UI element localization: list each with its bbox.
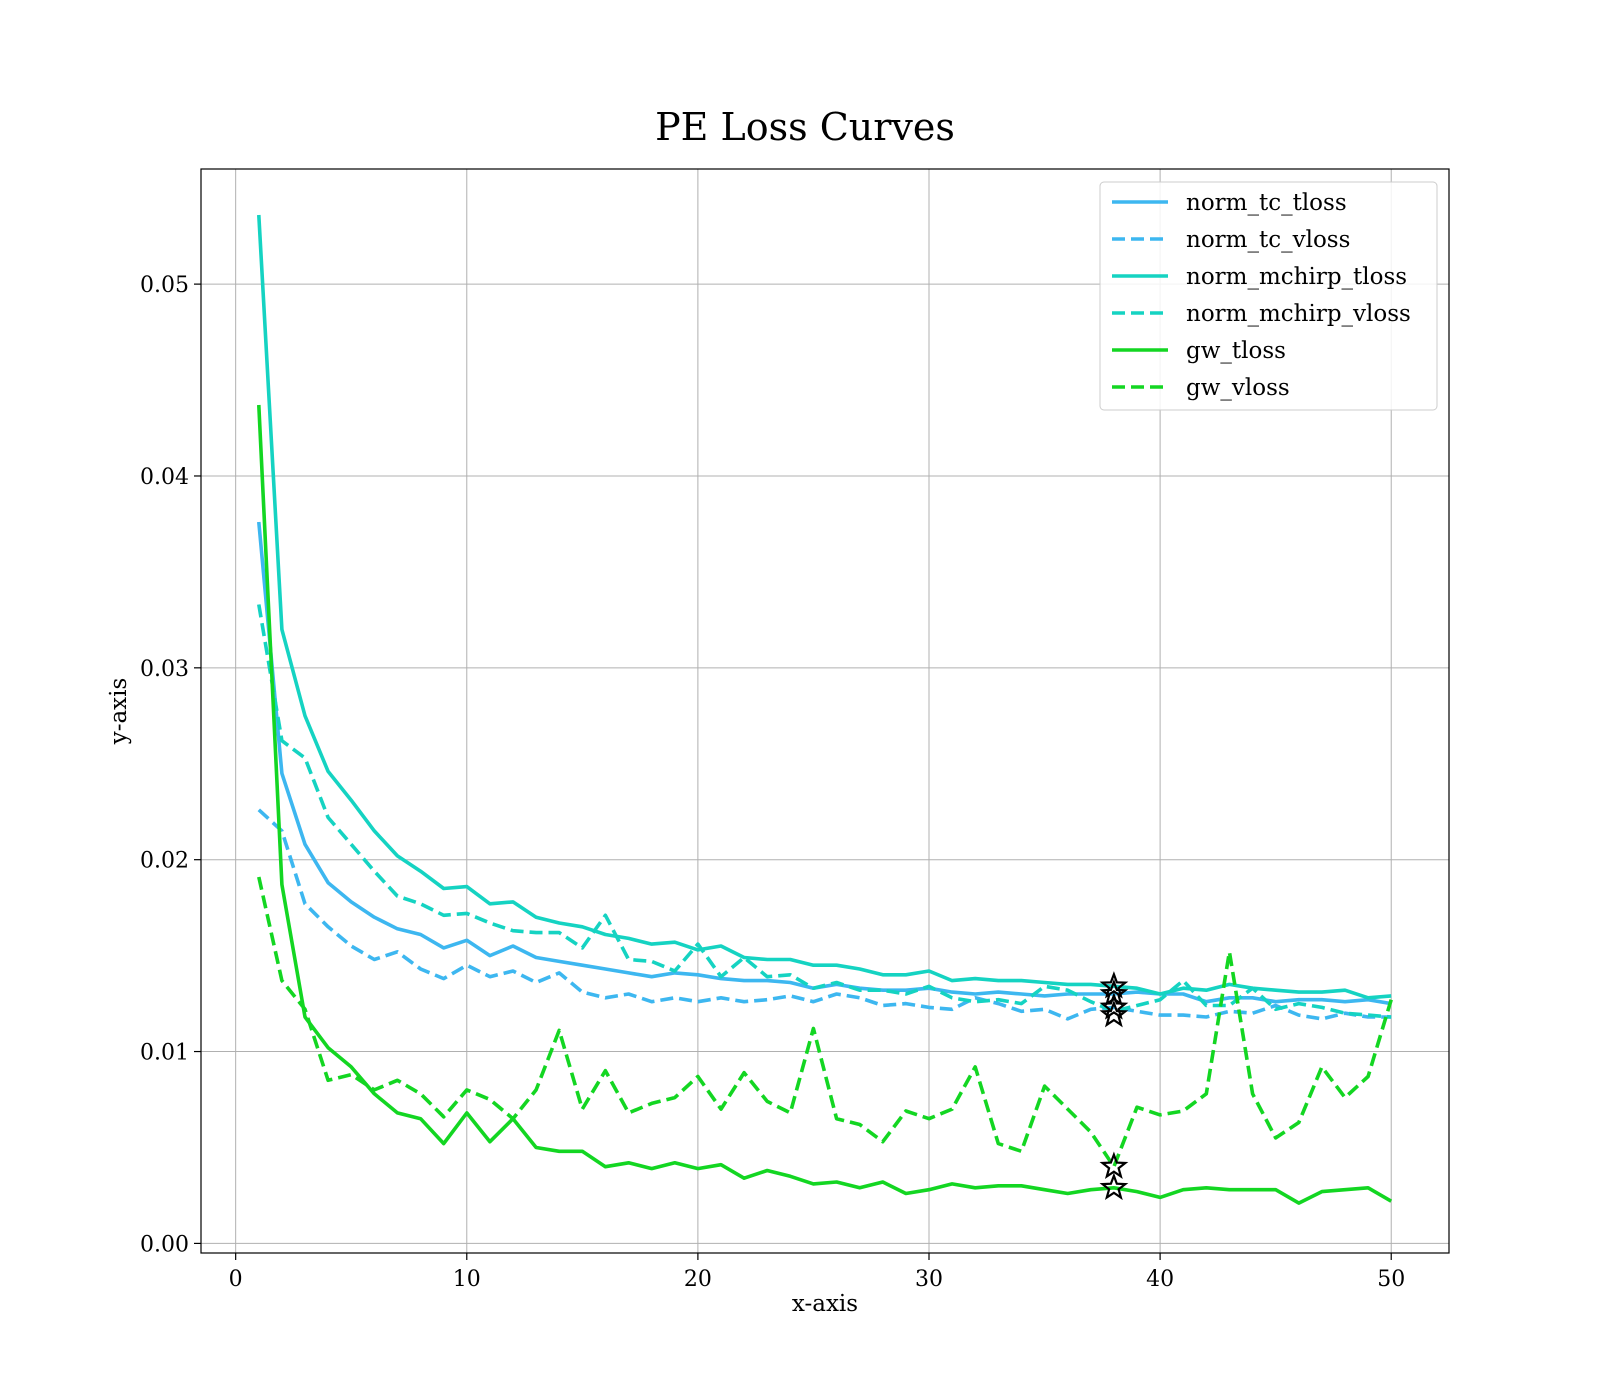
legend-label: gw_vloss — [1186, 375, 1290, 401]
legend-label: gw_tloss — [1186, 338, 1286, 364]
x-tick-label: 20 — [684, 1267, 712, 1292]
y-tick-label: 0.03 — [140, 657, 189, 682]
series-line-norm-mchirp-tloss — [257, 214, 1392, 1000]
x-axis-ticks: 0 10 20 30 40 50 — [229, 1253, 1405, 1292]
y-tick-label: 0.05 — [140, 273, 189, 298]
series-line-gw-vloss — [257, 876, 1393, 1169]
x-tick-label: 50 — [1377, 1267, 1405, 1292]
plot-frame — [200, 168, 1450, 1254]
legend: norm_tc_tloss norm_tc_vloss norm_mchirp_tl… — [1099, 181, 1438, 411]
series-line-norm-tc-tloss — [257, 521, 1392, 1006]
x-tick-label: 40 — [1146, 1267, 1174, 1292]
x-axis-label: x-axis — [792, 1291, 858, 1317]
best-epoch-star-marker — [1099, 1151, 1129, 1179]
legend-label: norm_tc_vloss — [1186, 227, 1350, 253]
best-epoch-star-marker — [1099, 1172, 1129, 1201]
best-epoch-markers — [1099, 971, 1129, 1201]
x-tick-label: 0 — [229, 1267, 243, 1292]
best-epoch-star-marker — [1099, 999, 1129, 1028]
legend-label: norm_mchirp_tloss — [1186, 264, 1407, 290]
chart-title: PE Loss Curves — [655, 105, 955, 149]
y-tick-label: 0.00 — [140, 1232, 189, 1257]
y-tick-label: 0.02 — [140, 849, 189, 874]
best-epoch-star-marker — [1099, 971, 1129, 999]
best-epoch-star-marker — [1099, 978, 1129, 1007]
best-epoch-star-marker — [1099, 992, 1129, 1020]
series-line-gw-tloss — [257, 404, 1393, 1205]
series-line-norm-mchirp-vloss — [257, 604, 1392, 1019]
series-line-norm-tc-vloss — [257, 808, 1392, 1021]
y-tick-label: 0.04 — [140, 465, 189, 490]
series-lines — [257, 214, 1393, 1205]
x-tick-label: 10 — [453, 1267, 481, 1292]
legend-box — [1099, 181, 1438, 411]
y-tick-label: 0.01 — [140, 1041, 189, 1066]
x-tick-label: 30 — [915, 1267, 943, 1292]
y-axis-label: y-axis — [106, 678, 132, 746]
y-axis-ticks: 0.00 0.01 0.02 0.03 0.04 0.05 — [140, 273, 201, 1257]
legend-label: norm_tc_tloss — [1186, 190, 1347, 216]
legend-label: norm_mchirp_vloss — [1186, 301, 1411, 327]
